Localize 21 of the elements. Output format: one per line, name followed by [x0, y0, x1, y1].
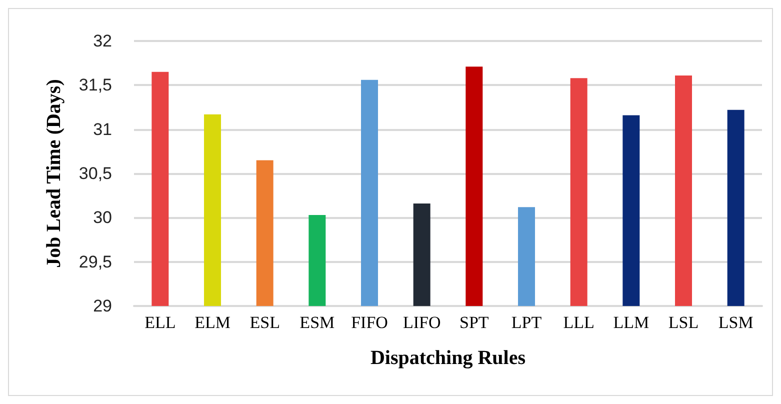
- y-tick-label: 30,5: [78, 164, 112, 183]
- x-tick-label: ESL: [250, 313, 280, 332]
- x-tick-label: ELL: [144, 313, 176, 332]
- x-tick-label: LIFO: [402, 313, 441, 332]
- x-tick-label: LLM: [613, 313, 650, 332]
- x-tick-label: SPT: [460, 313, 490, 332]
- y-tick-label: 29: [93, 296, 112, 316]
- x-tick-label: LSL: [668, 313, 699, 332]
- x-tick-label: ESM: [300, 313, 335, 332]
- x-axis-title: Dispatching Rules: [370, 347, 526, 369]
- x-tick-label: LPT: [511, 313, 542, 332]
- y-axis-title: Job Lead Time (Days): [43, 79, 65, 268]
- y-tick-label: 31: [93, 120, 112, 139]
- x-tick-label: FIFO: [351, 313, 388, 332]
- y-tick-label: 30: [93, 208, 112, 228]
- x-tick-label: LSM: [718, 313, 754, 332]
- x-tick-label: LLL: [563, 313, 594, 332]
- y-tick-label: 29,5: [78, 252, 112, 272]
- y-tick-label: 32: [93, 32, 112, 50]
- y-tick-label: 31,5: [78, 76, 112, 95]
- x-tick-label: ELM: [194, 313, 230, 332]
